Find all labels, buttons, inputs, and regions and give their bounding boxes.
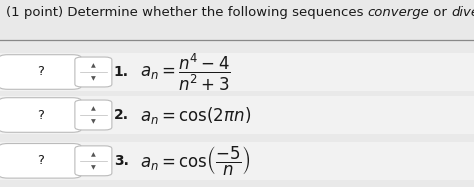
Text: ▼: ▼ — [91, 119, 96, 124]
Text: 3.: 3. — [114, 154, 128, 168]
Text: 2.: 2. — [114, 108, 129, 122]
Text: ▲: ▲ — [91, 106, 96, 111]
Text: ▲: ▲ — [91, 152, 96, 157]
Text: ▼: ▼ — [91, 76, 96, 81]
Text: (1 point) Determine whether the following sequences: (1 point) Determine whether the followin… — [6, 6, 367, 19]
Text: ▲: ▲ — [91, 63, 96, 68]
Text: $a_n = \cos\!\left(\dfrac{-5}{n}\right)$: $a_n = \cos\!\left(\dfrac{-5}{n}\right)$ — [140, 144, 251, 177]
Text: diverge: diverge — [451, 6, 474, 19]
FancyBboxPatch shape — [75, 100, 112, 130]
FancyBboxPatch shape — [0, 53, 474, 91]
FancyBboxPatch shape — [0, 96, 474, 134]
Text: ▼: ▼ — [91, 165, 96, 170]
FancyBboxPatch shape — [0, 142, 474, 180]
FancyBboxPatch shape — [75, 146, 112, 176]
Text: ?: ? — [36, 65, 44, 79]
Text: ?: ? — [36, 108, 44, 122]
FancyBboxPatch shape — [75, 57, 112, 87]
FancyBboxPatch shape — [0, 98, 82, 132]
Text: ?: ? — [36, 154, 44, 167]
Text: 1.: 1. — [114, 65, 129, 79]
FancyBboxPatch shape — [0, 144, 82, 178]
Text: $a_n = \cos(2\pi n)$: $a_n = \cos(2\pi n)$ — [140, 105, 251, 125]
Text: $a_n = \dfrac{n^4-4}{n^2+3}$: $a_n = \dfrac{n^4-4}{n^2+3}$ — [140, 51, 230, 93]
Text: or: or — [429, 6, 451, 19]
Text: converge: converge — [367, 6, 429, 19]
FancyBboxPatch shape — [0, 55, 82, 89]
